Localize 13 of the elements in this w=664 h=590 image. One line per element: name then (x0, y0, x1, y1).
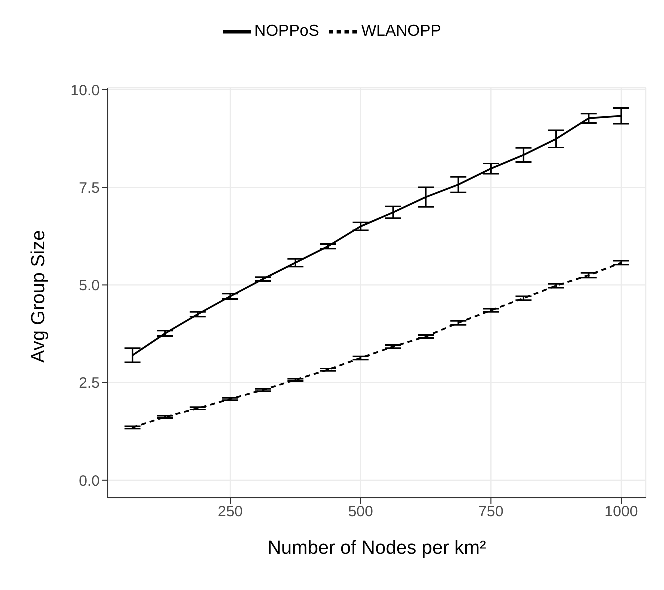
y-tick-label: 0.0 (79, 472, 100, 490)
y-tick-label: 2.5 (79, 375, 100, 392)
x-tick-label: 1000 (604, 504, 638, 521)
y-tick-label: 7.5 (79, 180, 100, 197)
x-tick-label: 250 (218, 504, 244, 521)
y-tick-label: 10.0 (70, 82, 100, 100)
legend-label: NOPPoS (254, 23, 320, 40)
x-axis-title: Number of Nodes per km² (268, 538, 486, 559)
x-tick-label: 750 (478, 504, 504, 521)
legend-label: WLANOPP (361, 23, 442, 40)
y-axis-title: Avg Group Size (28, 230, 50, 363)
x-tick-label: 500 (348, 504, 374, 521)
y-tick-label: 5.0 (79, 278, 100, 295)
